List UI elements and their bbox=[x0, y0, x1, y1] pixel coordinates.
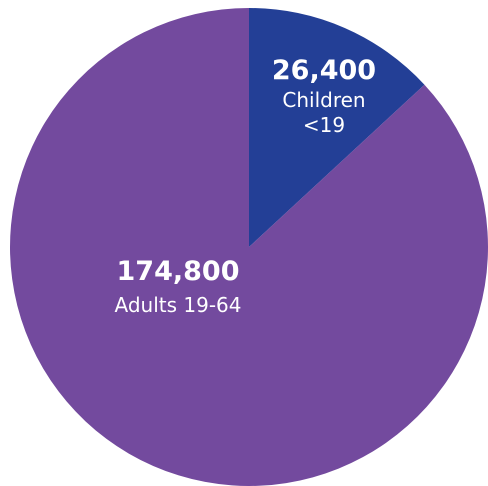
pie-slice-1 bbox=[10, 8, 488, 486]
slice-category-label-1-0: Adults 19-64 bbox=[115, 293, 242, 317]
slice-value-label-1: 174,800 bbox=[117, 256, 240, 287]
slice-category-label-0-1: <19 bbox=[303, 113, 345, 137]
slice-value-label-0: 26,400 bbox=[272, 55, 376, 86]
pie-slice-0 bbox=[249, 8, 425, 247]
slice-category-label-0-0: Children bbox=[282, 88, 365, 112]
pie-slices bbox=[10, 8, 488, 486]
